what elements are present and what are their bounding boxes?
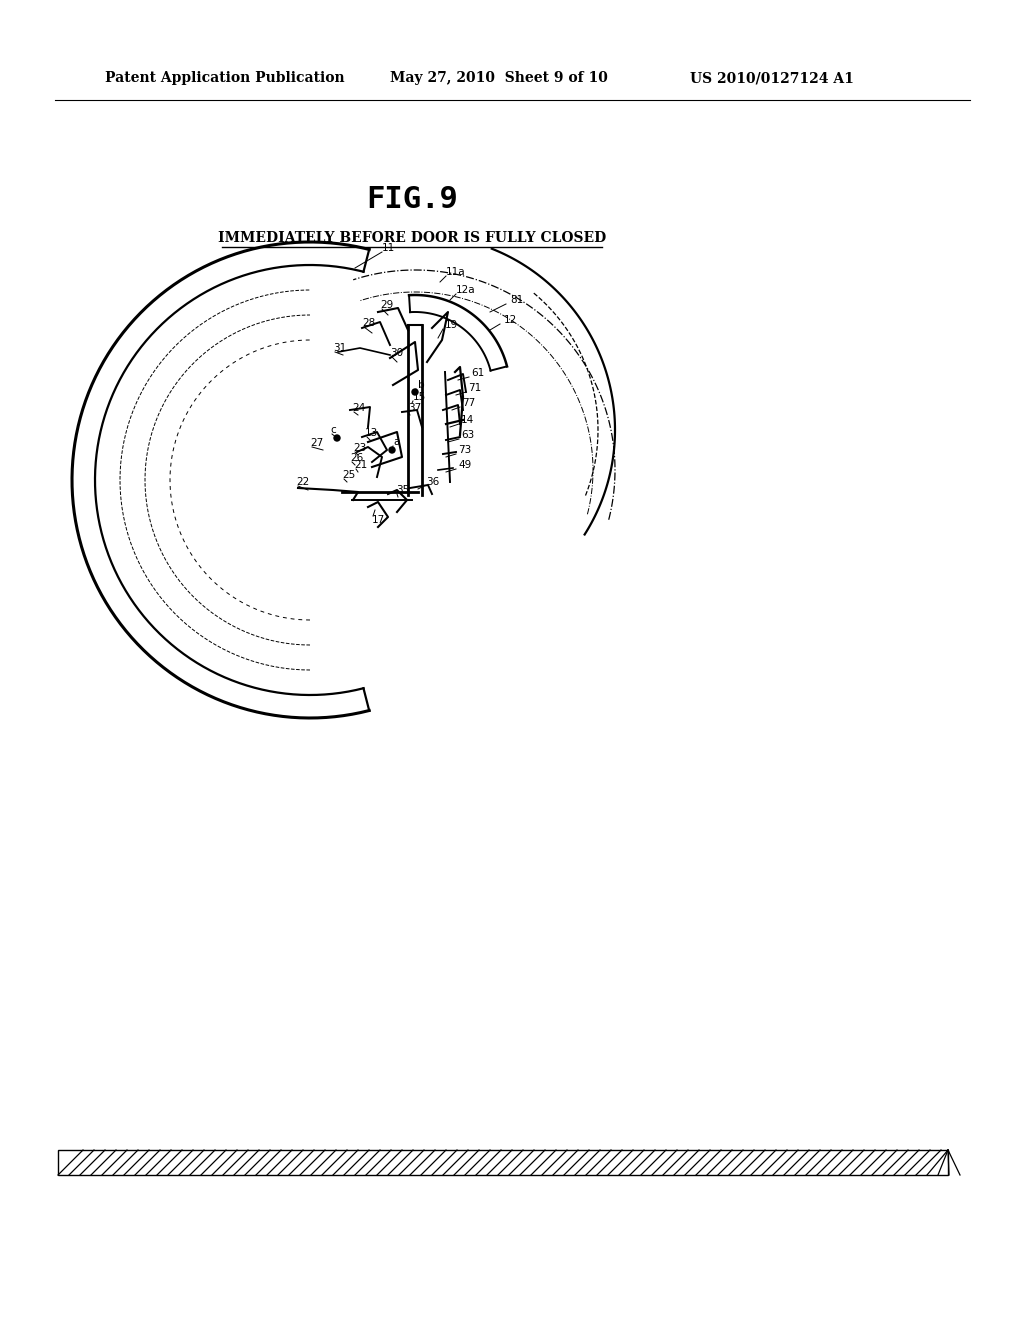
Text: 26: 26 [350,453,364,463]
Text: May 27, 2010  Sheet 9 of 10: May 27, 2010 Sheet 9 of 10 [390,71,608,84]
Text: 31: 31 [333,343,346,352]
Text: 25: 25 [342,470,355,480]
Circle shape [389,447,395,453]
Text: 81: 81 [510,294,523,305]
Text: 17: 17 [372,515,385,525]
Text: c: c [330,425,336,436]
Text: 37: 37 [408,403,421,413]
Text: 30: 30 [390,348,403,358]
Circle shape [334,436,340,441]
Text: 22: 22 [296,477,309,487]
Text: 71: 71 [468,383,481,393]
Text: 28: 28 [362,318,375,327]
Text: 12a: 12a [456,285,475,294]
Text: 36: 36 [426,477,439,487]
Text: 13: 13 [365,428,378,438]
Text: 73: 73 [458,445,471,455]
Text: 27: 27 [310,438,324,447]
Text: 11: 11 [382,243,395,253]
Text: 21: 21 [354,459,368,470]
Circle shape [412,389,418,395]
Text: Patent Application Publication: Patent Application Publication [105,71,345,84]
Text: 12: 12 [504,315,517,325]
Text: 63: 63 [461,430,474,440]
Text: 29: 29 [380,300,393,310]
Text: 24: 24 [352,403,366,413]
Text: 14: 14 [461,414,474,425]
Text: IMMEDIATELY BEFORE DOOR IS FULLY CLOSED: IMMEDIATELY BEFORE DOOR IS FULLY CLOSED [218,231,606,246]
Text: 19: 19 [445,319,459,330]
Text: b: b [418,380,425,389]
Text: US 2010/0127124 A1: US 2010/0127124 A1 [690,71,854,84]
Text: 77: 77 [462,399,475,408]
Text: 11a: 11a [446,267,466,277]
Bar [58,1150,948,1175]
Text: 35: 35 [396,484,410,495]
Text: 15: 15 [413,392,426,403]
Text: a: a [393,437,399,447]
Text: 23: 23 [353,444,367,453]
Text: 61: 61 [471,368,484,378]
Text: 49: 49 [458,459,471,470]
Text: FIG.9: FIG.9 [366,186,458,214]
